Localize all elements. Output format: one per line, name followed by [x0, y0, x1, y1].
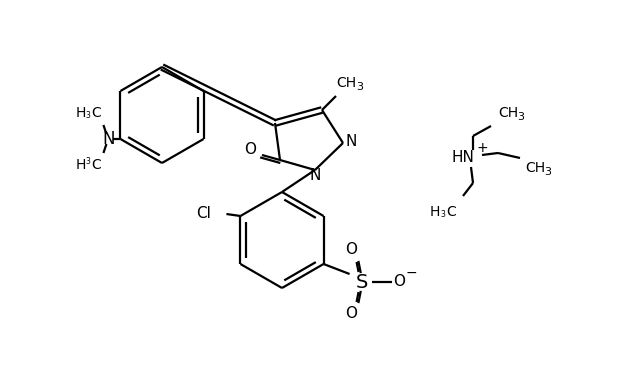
Text: C: C — [446, 205, 456, 219]
Text: N: N — [102, 130, 115, 148]
Text: $_3$: $_3$ — [440, 209, 446, 221]
Text: N: N — [309, 169, 321, 183]
Text: −: − — [406, 266, 417, 280]
Text: H: H — [76, 106, 86, 120]
Text: H: H — [76, 158, 86, 172]
Text: $_3$: $_3$ — [85, 156, 92, 168]
Text: CH: CH — [336, 76, 356, 90]
Text: HN: HN — [452, 150, 474, 166]
Text: N: N — [346, 133, 356, 149]
Text: C: C — [92, 158, 101, 172]
Text: O: O — [346, 307, 358, 322]
Text: H: H — [430, 205, 440, 219]
Text: 3: 3 — [518, 112, 525, 122]
Text: +: + — [476, 141, 488, 155]
Text: $_3$: $_3$ — [85, 110, 92, 122]
Text: O: O — [346, 243, 358, 257]
Text: CH: CH — [525, 161, 545, 175]
Text: S: S — [355, 273, 368, 291]
Text: 3: 3 — [356, 82, 364, 92]
Text: 3: 3 — [545, 167, 552, 177]
Text: C: C — [92, 106, 101, 120]
Text: CH: CH — [498, 106, 518, 120]
Text: O: O — [244, 141, 256, 156]
Text: Cl: Cl — [196, 206, 211, 222]
Text: O: O — [394, 274, 406, 290]
